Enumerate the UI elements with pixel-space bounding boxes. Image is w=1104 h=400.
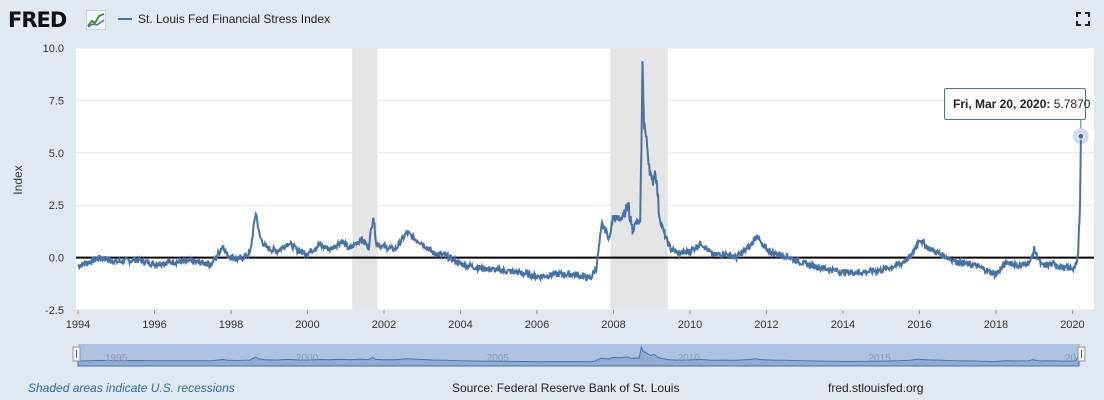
y-axis-label: Index bbox=[11, 165, 25, 194]
x-tick-labels: 1994 1996 1998 2000 2002 2004 2006 2008 2010 2012… bbox=[66, 310, 1085, 331]
recession-band-1 bbox=[352, 48, 378, 310]
fullscreen-icon[interactable] bbox=[1076, 12, 1090, 26]
navigator-labels: 1995 2000 2005 2010 2015 20 bbox=[105, 353, 1076, 364]
hover-point[interactable] bbox=[1077, 132, 1085, 140]
x-tick-label: 2004 bbox=[448, 319, 472, 331]
series-line-stlfsi bbox=[77, 61, 1082, 283]
navigator-label: 2005 bbox=[487, 353, 510, 364]
navigator-label: 2015 bbox=[868, 353, 891, 364]
navigator-series bbox=[77, 345, 1080, 367]
fred-logo[interactable]: FRED bbox=[8, 8, 67, 32]
y-tick-label: 0.0 bbox=[49, 253, 64, 265]
legend-label: St. Louis Fed Financial Stress Index bbox=[138, 12, 331, 26]
x-tick-label: 2002 bbox=[372, 319, 396, 331]
plot-background bbox=[76, 48, 1094, 310]
header: FRED St. Louis Fed Financial Stress Inde… bbox=[0, 0, 1104, 40]
tooltip-value: 5.7870 bbox=[1053, 97, 1091, 111]
x-tick-label: 1998 bbox=[219, 319, 243, 331]
navigator-label: 20 bbox=[1065, 353, 1077, 364]
x-tick-label: 2014 bbox=[831, 319, 855, 331]
series-legend: St. Louis Fed Financial Stress Index bbox=[118, 12, 330, 26]
y-tick-label: 5.0 bbox=[49, 148, 64, 160]
legend-swatch bbox=[118, 18, 132, 20]
tooltip-date: Fri, Mar 20, 2020: bbox=[953, 97, 1051, 111]
navigator-label: 2010 bbox=[678, 353, 701, 364]
x-tick-label: 1996 bbox=[142, 319, 166, 331]
navigator-label: 1995 bbox=[105, 353, 128, 364]
fred-graph-icon bbox=[86, 10, 106, 30]
y-tick-label: 2.5 bbox=[49, 200, 64, 212]
site-url[interactable]: fred.stlouisfed.org bbox=[828, 381, 924, 395]
x-tick-label: 2020 bbox=[1060, 319, 1084, 331]
recession-band-2 bbox=[610, 48, 668, 310]
x-tick-label: 2012 bbox=[754, 319, 778, 331]
source-text: Source: Federal Reserve Bank of St. Loui… bbox=[452, 381, 680, 395]
x-tick-label: 2008 bbox=[601, 319, 625, 331]
y-tick-label: 10.0 bbox=[43, 43, 64, 55]
x-tick-label: 2010 bbox=[678, 319, 702, 331]
x-tick-label: 2018 bbox=[984, 319, 1008, 331]
hover-tooltip: Fri, Mar 20, 2020: 5.7870 bbox=[944, 88, 1090, 120]
recession-bands bbox=[352, 48, 668, 310]
y-tick-label: 7.5 bbox=[49, 95, 64, 107]
navigator-label: 2000 bbox=[296, 353, 319, 364]
x-tick-label: 1994 bbox=[66, 319, 90, 331]
x-tick-label: 2000 bbox=[295, 319, 319, 331]
y-tick-label: -2.5 bbox=[45, 305, 64, 317]
y-tick-labels: -2.5 0.0 2.5 5.0 7.5 10.0 bbox=[43, 43, 64, 317]
x-tick-label: 2016 bbox=[907, 319, 931, 331]
recession-note[interactable]: Shaded areas indicate U.S. recessions bbox=[28, 381, 235, 395]
x-tick-label: 2006 bbox=[525, 319, 549, 331]
